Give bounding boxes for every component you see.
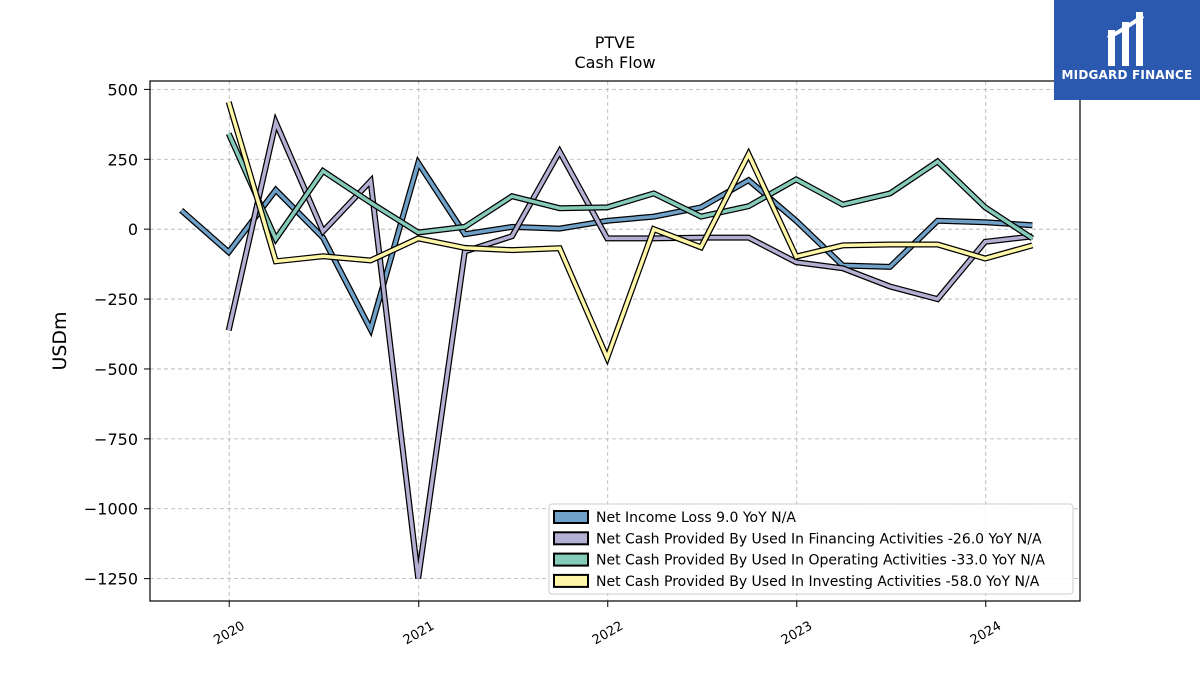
series-line-stroke — [179, 158, 1033, 335]
chart-title: PTVE — [595, 33, 635, 52]
y-axis-ticks: 500 250 0 −250 −500 −750 −1000 −1250 — [84, 80, 150, 589]
legend-box — [548, 503, 1074, 595]
x-tick-label: 2022 — [590, 619, 626, 649]
series-line-outline — [225, 101, 1034, 366]
logo-brand-text: MIDGARD FINANCE — [1061, 68, 1193, 82]
y-tick-label: −500 — [94, 360, 138, 379]
legend-entry: Net Income Loss 9.0 YoY N/A — [596, 510, 796, 526]
y-tick-label: −250 — [94, 290, 138, 309]
series-line — [225, 132, 1035, 246]
logo-mark-icon — [1107, 12, 1145, 66]
series-lines — [179, 101, 1035, 580]
series-line — [179, 155, 1033, 338]
chart-subtitle: Cash Flow — [574, 53, 655, 72]
y-tick-label: −1250 — [84, 570, 138, 589]
y-tick-label: −1000 — [84, 500, 138, 519]
y-tick-label: 0 — [128, 220, 138, 239]
x-tick-label: 2021 — [401, 619, 437, 649]
legend: Net Income Loss 9.0 YoY N/A Net Cash Prov… — [548, 503, 1074, 595]
x-axis-ticks: 2020 2021 2022 2023 2024 — [211, 601, 1004, 648]
series-line — [225, 112, 1033, 580]
legend-entry: Net Cash Provided By Used In Financing A… — [596, 531, 1042, 547]
series-line-stroke — [227, 101, 1033, 363]
legend-swatch — [553, 531, 589, 546]
legend-swatch — [553, 552, 589, 567]
plot-frame — [149, 80, 1081, 602]
midgard-finance-logo: MIDGARD FINANCE — [1054, 0, 1200, 100]
y-tick-label: 250 — [107, 150, 138, 169]
legend-swatch — [553, 573, 589, 588]
series-line-stroke — [227, 132, 1034, 243]
legend-swatch — [553, 510, 589, 524]
series-line-outline — [225, 132, 1035, 246]
legend-entry: Net Cash Provided By Used In Operating A… — [596, 553, 1045, 569]
x-tick-label: 2024 — [968, 619, 1004, 649]
x-tick-label: 2020 — [211, 619, 247, 649]
series-line — [225, 101, 1034, 366]
y-tick-label: 500 — [107, 80, 138, 99]
y-axis-label: USDm — [49, 311, 71, 370]
x-tick-label: 2023 — [779, 619, 815, 649]
series-line-stroke — [226, 116, 1033, 579]
y-tick-label: −750 — [94, 430, 138, 449]
legend-entry: Net Cash Provided By Used In Investing A… — [596, 574, 1040, 590]
